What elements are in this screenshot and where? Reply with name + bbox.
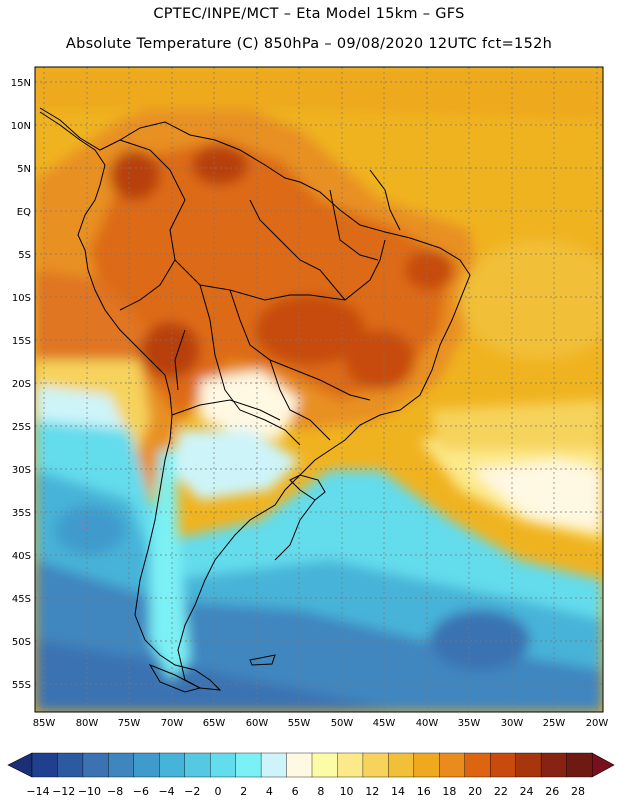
coastline xyxy=(39,107,471,693)
legend-swatch xyxy=(311,752,338,778)
legend-swatch xyxy=(388,752,415,778)
lon-label: 50W xyxy=(331,718,354,729)
legend-tick-label: 16 xyxy=(417,785,431,798)
legend-tick-label: 4 xyxy=(266,785,273,798)
lat-label: 15N xyxy=(11,78,31,89)
legend-swatch xyxy=(184,752,211,778)
legend-over-arrow xyxy=(591,752,615,778)
longitude-labels: 85W 80W 75W 70W 65W 60W 55W 50W 45W 40W … xyxy=(33,718,609,729)
legend-tick-label: 12 xyxy=(365,785,379,798)
map-frame xyxy=(34,66,604,713)
legend-tick-label: −14 xyxy=(26,785,49,798)
lat-label: 30S xyxy=(12,465,31,476)
legend-under-arrow xyxy=(7,752,33,778)
lon-label: 85W xyxy=(33,718,56,729)
legend-tick-label: 24 xyxy=(520,785,534,798)
legend-tick-label: 26 xyxy=(545,785,559,798)
legend-swatch xyxy=(286,752,313,778)
legend-tick-label: 20 xyxy=(468,785,482,798)
low-pressure-marker: C xyxy=(80,515,91,534)
legend-tick-label: −10 xyxy=(78,785,101,798)
legend-swatch xyxy=(566,752,593,778)
lon-label: 75W xyxy=(118,718,141,729)
legend-swatch xyxy=(337,752,364,778)
lat-label: EQ xyxy=(17,207,31,218)
legend-swatch xyxy=(464,752,491,778)
legend-tick-label: 28 xyxy=(571,785,585,798)
latitude-labels: 15N 10N 5N EQ 5S 10S 15S 20S 25S 30S 35S… xyxy=(11,78,31,691)
lon-label: 45W xyxy=(373,718,396,729)
legend-swatch xyxy=(489,752,517,778)
lon-label: 25W xyxy=(543,718,566,729)
lat-label: 45S xyxy=(12,594,31,605)
lon-label: 40W xyxy=(416,718,439,729)
legend-swatch xyxy=(439,752,466,778)
legend-tick-label: −8 xyxy=(107,785,123,798)
lat-label: 10N xyxy=(11,121,31,132)
lat-label: 5N xyxy=(17,164,31,175)
lat-label: 5S xyxy=(18,250,31,261)
lat-label: 25S xyxy=(12,422,31,433)
lat-label: 35S xyxy=(12,508,31,519)
color-legend: −14 −12 −10 −8 −6 −4 −2 0 2 4 6 8 10 12 14 16 18 20 22 24 26… xyxy=(7,752,615,798)
legend-tick-label: 0 xyxy=(215,785,222,798)
legend-swatch xyxy=(108,752,135,778)
temperature-field xyxy=(35,67,603,712)
lon-label: 80W xyxy=(76,718,99,729)
map-title-line1: CPTEC/INPE/MCT – Eta Model 15km – GFS xyxy=(153,6,465,22)
legend-swatch xyxy=(209,752,237,778)
lon-label: 30W xyxy=(501,718,524,729)
legend-tick-label: 8 xyxy=(317,785,324,798)
lat-label: 40S xyxy=(12,551,31,562)
legend-swatch xyxy=(362,752,389,778)
legend-swatch xyxy=(57,752,84,778)
lat-label: 55S xyxy=(12,680,31,691)
legend-tick-label: −12 xyxy=(52,785,75,798)
legend-swatch xyxy=(133,752,160,778)
legend-swatch xyxy=(540,752,568,778)
map-title-line2: Absolute Temperature (C) 850hPa – 09/08/… xyxy=(65,36,553,52)
lat-label: 15S xyxy=(12,336,31,347)
lon-label: 60W xyxy=(246,718,269,729)
legend-tick-label: 14 xyxy=(391,785,405,798)
legend-tick-label: 2 xyxy=(240,785,247,798)
legend-swatch xyxy=(82,752,109,778)
lon-label: 20W xyxy=(586,718,609,729)
legend-tick-label: −4 xyxy=(158,785,174,798)
legend-swatch xyxy=(413,752,440,778)
lon-label: 55W xyxy=(288,718,311,729)
legend-swatch xyxy=(159,752,186,778)
legend-swatch xyxy=(31,752,58,778)
legend-tick-label: 18 xyxy=(442,785,456,798)
legend-tick-label: 10 xyxy=(340,785,354,798)
legend-tick-label: 22 xyxy=(494,785,508,798)
lon-label: 35W xyxy=(458,718,481,729)
lon-label: 65W xyxy=(203,718,226,729)
legend-tick-label: −2 xyxy=(184,785,200,798)
legend-swatch xyxy=(515,752,542,778)
lat-label: 10S xyxy=(12,293,31,304)
legend-swatch xyxy=(235,752,262,778)
legend-swatch xyxy=(260,752,288,778)
lat-label: 50S xyxy=(12,637,31,648)
lon-label: 70W xyxy=(161,718,184,729)
lat-label: 20S xyxy=(12,379,31,390)
legend-tick-label: 6 xyxy=(292,785,299,798)
legend-tick-label: −6 xyxy=(133,785,149,798)
